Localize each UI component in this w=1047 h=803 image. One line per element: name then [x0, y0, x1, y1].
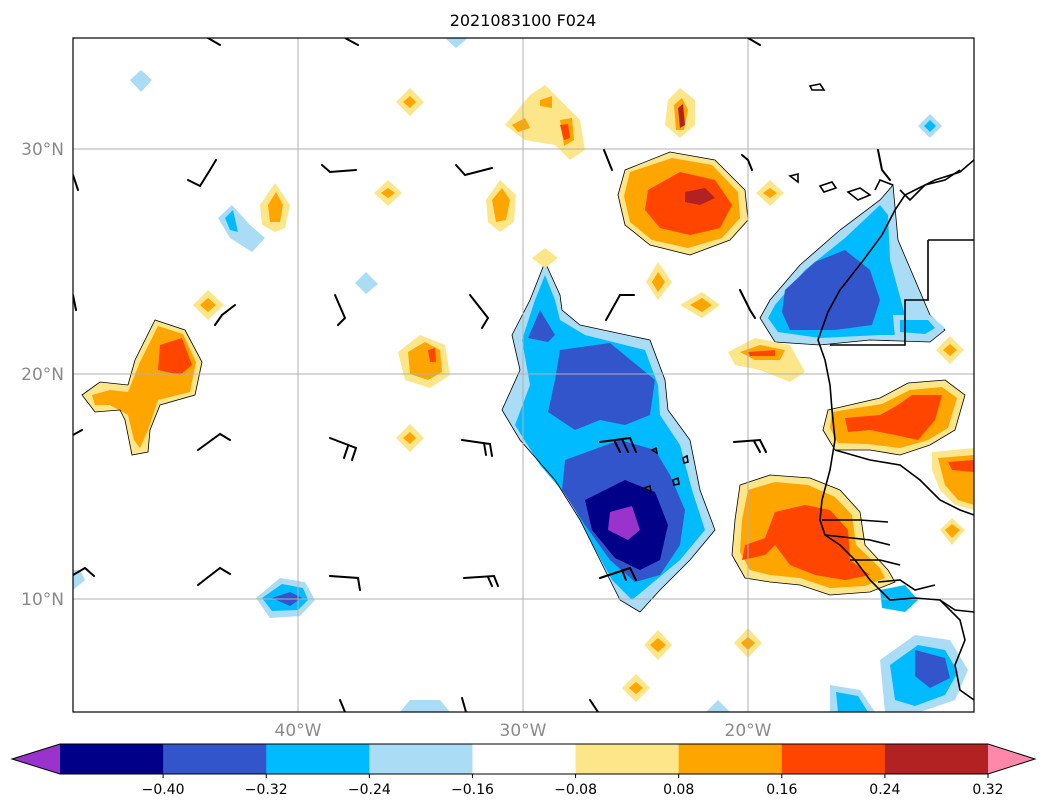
colorbar-segment [781, 744, 886, 774]
positive-anomaly-small [193, 85, 964, 702]
colorbar-tick-label: −0.40 [142, 782, 185, 798]
lat-label-10n: 10°N [21, 590, 64, 610]
lat-label-30n: 30°N [21, 140, 64, 160]
colorbar-segment [369, 744, 473, 774]
colorbar-segment [472, 744, 577, 774]
colorbar-outline [10, 743, 1037, 775]
coastlines [642, 83, 974, 701]
colorbar-segment [163, 744, 267, 774]
lon-label-30w: 30°W [500, 721, 547, 741]
lon-label-40w: 40°W [275, 721, 322, 741]
grid-lines [73, 38, 974, 712]
map-title: 2021083100 F024 [450, 11, 597, 30]
longitude-labels: 40°W 30°W 20°W [275, 721, 772, 741]
colorbar-tick-label: 0.16 [766, 782, 797, 798]
map-frame [72, 37, 975, 713]
latitude-labels: 30°N 20°N 10°N [21, 140, 64, 610]
positive-anomaly-west [81, 319, 203, 456]
lon-label-20w: 20°W [725, 721, 772, 741]
colorbar-tick-label: −0.24 [348, 782, 391, 798]
colorbar-tick-label: −0.08 [554, 782, 597, 798]
colorbar-segment [575, 744, 680, 774]
wind-barbs [73, 38, 891, 712]
colorbar-segment [884, 744, 989, 774]
colorbar-segment [60, 744, 164, 774]
colorbar-segment [678, 744, 783, 774]
colorbar-extend-low [12, 744, 60, 774]
colorbar-tick-label: 0.32 [972, 782, 1003, 798]
negative-anomaly-northeast [759, 184, 946, 346]
negative-anomaly-central [501, 260, 716, 613]
colorbar-tick-label: −0.16 [451, 782, 494, 798]
colorbar: −0.40 −0.32 −0.24 −0.16 −0.08 0.08 0.16 0.24 0.3… [10, 743, 1037, 798]
colorbar-segment [266, 744, 370, 774]
lat-label-20n: 20°N [21, 365, 64, 385]
colorbar-tick-label: −0.32 [245, 782, 288, 798]
colorbar-tick-label: 0.24 [869, 782, 900, 798]
positive-anomaly-north [617, 151, 749, 256]
colorbar-extend-high [988, 744, 1035, 774]
map-area [73, 38, 974, 712]
colorbar-tick-label: 0.08 [663, 782, 694, 798]
positive-anomaly-east [728, 338, 974, 596]
